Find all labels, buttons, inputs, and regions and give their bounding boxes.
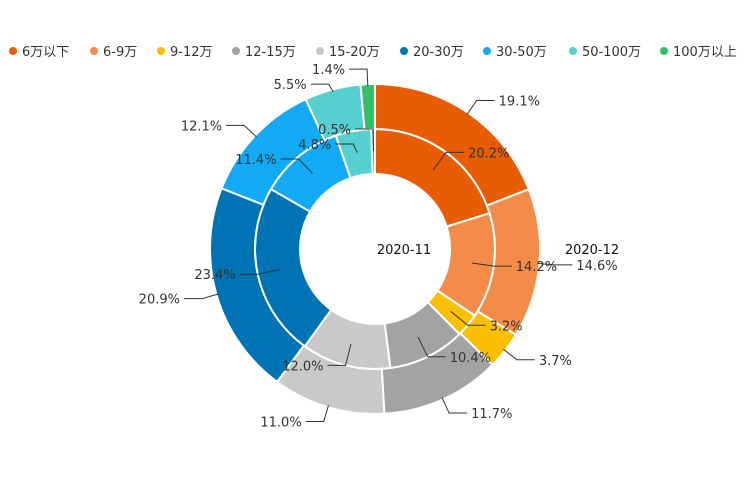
inner-ring-title: 2020-11: [377, 243, 431, 258]
inner-leader-cat-5: [239, 269, 280, 275]
legend-swatch: [660, 47, 668, 55]
legend-label: 20-30万: [413, 45, 464, 60]
rings: [209, 82, 541, 415]
legend-swatch: [569, 47, 577, 55]
inner-label-cat-6: 11.4%: [235, 153, 276, 168]
legend-item-cat-5[interactable]: 20-30万: [400, 45, 464, 60]
inner-leader-cat-7: [335, 143, 358, 153]
legend-item-cat-6[interactable]: 30-50万: [483, 45, 547, 60]
legend-item-cat-8[interactable]: 100万以上: [660, 45, 737, 60]
legend-swatch: [90, 47, 98, 55]
inner-label-cat-0: 20.2%: [468, 146, 509, 161]
outer-leader-cat-8: [349, 68, 369, 87]
outer-label-cat-7: 5.5%: [274, 78, 307, 93]
outer-leader-cat-5: [183, 293, 219, 300]
inner-leader-cat-6: [280, 158, 313, 174]
legend-swatch: [9, 47, 17, 55]
outer-label-cat-0: 19.1%: [499, 94, 540, 109]
inner-label-cat-8: 0.5%: [318, 123, 351, 138]
outer-label-cat-4: 11.0%: [260, 416, 301, 431]
legend-label: 50-100万: [582, 45, 641, 60]
inner-leader-cat-0: [432, 151, 465, 171]
data-labels: 20.2% 14.2% 3.2% 10.4% 12.0% 23.4% 11.4% 4.8%0.…: [139, 63, 618, 430]
inner-leader-cat-8: [355, 128, 374, 152]
inner-label-cat-7: 4.8%: [298, 138, 331, 153]
inner-label-cat-5: 23.4%: [194, 268, 235, 283]
outer-leader-cat-6: [226, 124, 257, 138]
legend-item-cat-0[interactable]: 6万以下: [9, 45, 69, 60]
outer-leader-cat-3: [441, 397, 468, 414]
outer-leader-cat-7: [310, 83, 334, 92]
legend-item-cat-4[interactable]: 15-20万: [316, 45, 380, 60]
legend-swatch: [400, 47, 408, 55]
legend-swatch: [232, 47, 240, 55]
legend-label: 6-9万: [103, 45, 137, 60]
legend-item-cat-3[interactable]: 12-15万: [232, 45, 296, 60]
inner-leader-cat-2: [450, 310, 486, 326]
legend-label: 15-20万: [329, 45, 380, 60]
inner-label-cat-1: 14.2%: [516, 260, 557, 275]
inner-label-cat-4: 12.0%: [282, 359, 323, 374]
legend-item-cat-2[interactable]: 9-12万: [157, 45, 213, 60]
legend-label: 30-50万: [496, 45, 547, 60]
legend-label: 9-12万: [170, 45, 213, 60]
inner-label-cat-3: 10.4%: [450, 351, 491, 366]
legend-swatch: [316, 47, 324, 55]
legend-label: 100万以上: [673, 45, 737, 60]
outer-label-cat-6: 12.1%: [181, 119, 222, 134]
outer-leader-cat-4: [305, 405, 330, 423]
outer-label-cat-5: 20.9%: [139, 293, 180, 308]
outer-label-cat-1: 14.6%: [576, 259, 617, 274]
legend-swatch: [157, 47, 165, 55]
inner-leader-cat-3: [417, 336, 446, 358]
legend-item-cat-7[interactable]: 50-100万: [569, 45, 641, 60]
outer-leader-cat-1: [537, 262, 573, 266]
legend-item-cat-1[interactable]: 6-9万: [90, 45, 137, 60]
outer-label-cat-3: 11.7%: [471, 407, 512, 422]
outer-label-cat-8: 1.4%: [312, 63, 345, 78]
legend: 6万以下 6-9万 9-12万 12-15万 15-20万 20-30万 30-50万 50-…: [9, 45, 737, 60]
inner-leader-cat-4: [327, 343, 352, 366]
inner-leader-cat-1: [471, 262, 512, 267]
legend-label: 12-15万: [245, 45, 296, 60]
outer-leader-cat-2: [503, 348, 535, 361]
outer-leader-cat-0: [466, 99, 495, 115]
inner-label-cat-2: 3.2%: [490, 319, 523, 334]
label-leaders: [183, 68, 573, 423]
outer-label-cat-2: 3.7%: [539, 354, 572, 369]
legend-label: 6万以下: [22, 45, 69, 60]
outer-ring-title: 2020-12: [565, 243, 619, 258]
legend-swatch: [483, 47, 491, 55]
